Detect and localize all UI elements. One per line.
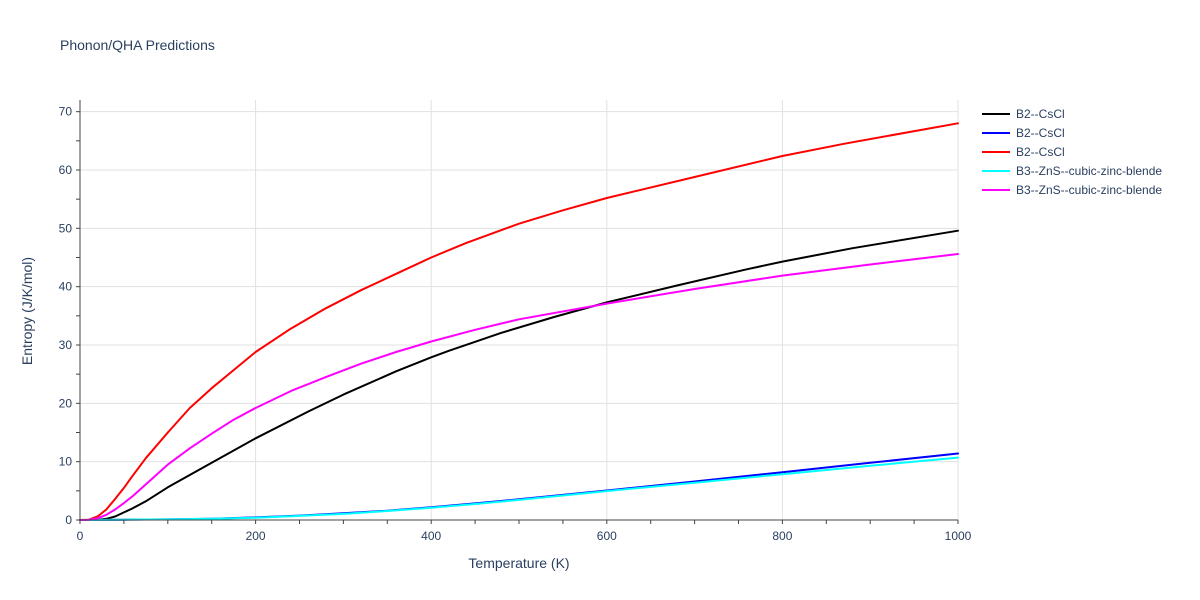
y-axis-ticks: 0 10 20 30 40 50 60 70 — [59, 105, 73, 527]
series-line-2[interactable] — [79, 122, 959, 521]
y-tick-label: 70 — [59, 105, 73, 119]
series-line-4[interactable] — [79, 253, 959, 521]
y-axis-title: Entropy (J/K/mol) — [19, 257, 35, 365]
legend[interactable]: B2--CsCl B2--CsCl B2--CsCl B3--ZnS--cubic-z… — [982, 107, 1162, 197]
y-tick-label: 0 — [65, 513, 72, 527]
legend-item[interactable]: B3--ZnS--cubic-zinc-blende — [982, 183, 1162, 197]
x-tick-label: 600 — [597, 529, 617, 543]
legend-label: B3--ZnS--cubic-zinc-blende — [1016, 183, 1162, 197]
legend-label: B2--CsCl — [1016, 107, 1065, 121]
x-axis-ticks: 0 200 400 600 800 1000 — [77, 529, 972, 543]
legend-item[interactable]: B2--CsCl — [982, 126, 1065, 140]
x-tick-label: 1000 — [945, 529, 972, 543]
x-tick-label: 800 — [772, 529, 792, 543]
chart-title: Phonon/QHA Predictions — [60, 37, 215, 53]
x-tick-label: 200 — [246, 529, 266, 543]
y-tick-label: 30 — [59, 338, 73, 352]
series-line-3[interactable] — [79, 456, 959, 521]
legend-item[interactable]: B2--CsCl — [982, 107, 1065, 121]
y-tick-label: 20 — [59, 396, 73, 410]
y-tick-label: 50 — [59, 221, 73, 235]
y-tick-label: 40 — [59, 280, 73, 294]
y-tick-label: 10 — [59, 455, 73, 469]
x-tick-label: 400 — [421, 529, 441, 543]
legend-label: B2--CsCl — [1016, 145, 1065, 159]
legend-item[interactable]: B3--ZnS--cubic-zinc-blende — [982, 164, 1162, 178]
x-axis-title: Temperature (K) — [468, 555, 569, 571]
legend-label: B3--ZnS--cubic-zinc-blende — [1016, 164, 1162, 178]
plot-area[interactable] — [79, 122, 959, 521]
series-line-0[interactable] — [79, 229, 959, 521]
y-tick-label: 60 — [59, 163, 73, 177]
legend-label: B2--CsCl — [1016, 126, 1065, 140]
grid — [80, 100, 959, 520]
x-tick-label: 0 — [77, 529, 84, 543]
axes — [76, 100, 959, 524]
legend-item[interactable]: B2--CsCl — [982, 145, 1065, 159]
